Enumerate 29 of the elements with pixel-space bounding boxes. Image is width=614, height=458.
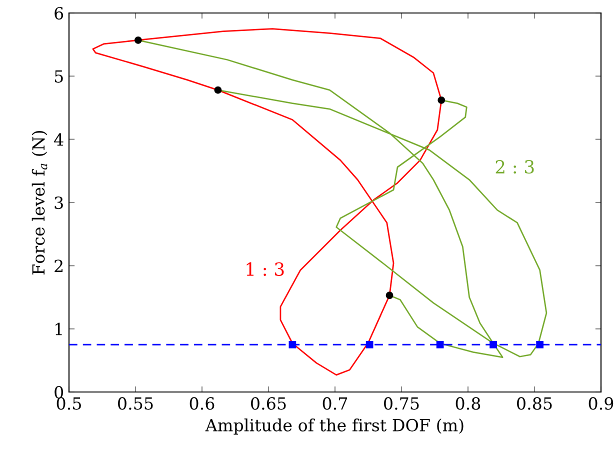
point <box>134 36 142 44</box>
x-tick-label: 0.75 <box>384 397 419 410</box>
y-tick-label: 1 <box>56 322 62 336</box>
point <box>214 86 222 94</box>
x-tick-label: 0.6 <box>190 397 214 410</box>
y-tick-label: 5 <box>54 70 63 83</box>
point <box>490 340 497 348</box>
x-tick-label: 0.9 <box>588 397 614 410</box>
x-tick-label: 0.8 <box>456 397 480 410</box>
series-label: 1 : 3 <box>246 262 284 276</box>
x-tick-label: 0.5 <box>56 397 81 410</box>
x-tick-label: 0.55 <box>118 397 153 410</box>
y-tick-label: 0 <box>54 386 64 399</box>
y-tick-label: 6 <box>54 6 64 20</box>
y-tick-label: 2 <box>54 260 63 272</box>
y-tick-label: 3 <box>54 196 63 210</box>
point <box>436 340 444 348</box>
y-axis-title: Force level f$_{a}$ (N) <box>32 130 48 274</box>
y-tick-label: 4 <box>54 133 64 146</box>
point <box>366 340 374 348</box>
x-tick-label: 0.7 <box>322 397 348 410</box>
x-tick-label: 0.65 <box>251 397 286 410</box>
x-axis-title: Amplitude of the first DOF (m) <box>205 418 464 435</box>
point <box>438 96 446 104</box>
point <box>386 292 394 300</box>
point <box>288 340 296 348</box>
series-label: 2 : 3 <box>496 160 534 174</box>
point <box>536 340 544 348</box>
x-tick-label: 0.85 <box>517 397 552 410</box>
